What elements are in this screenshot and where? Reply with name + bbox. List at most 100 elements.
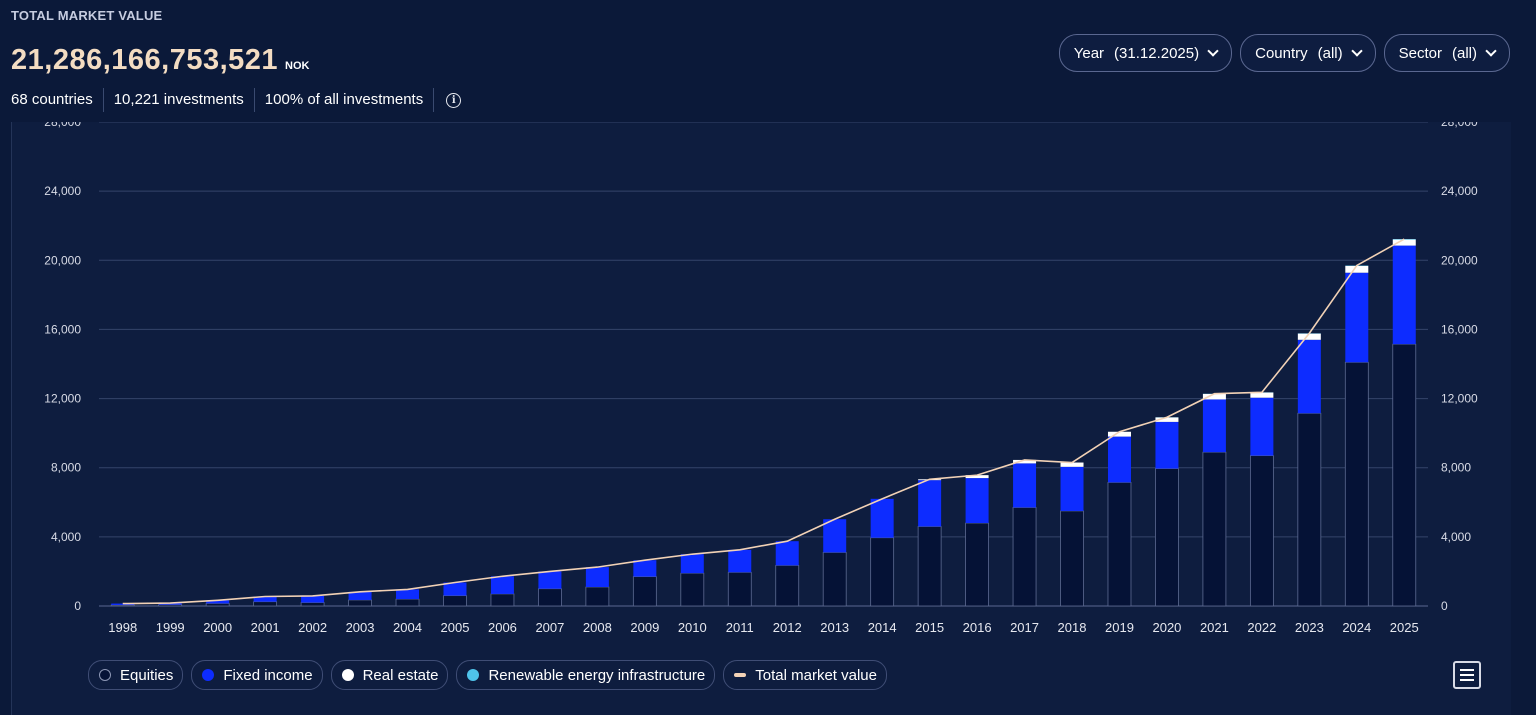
bar-equities (395, 598, 420, 607)
x-tick-label: 2021 (1200, 620, 1229, 635)
bar-real-estate (1202, 393, 1226, 400)
legend-item-renewable-energy[interactable]: Renewable energy infrastructure (456, 660, 716, 690)
year-filter-value: (31.12.2025) (1114, 44, 1200, 62)
y-tick-label-left: 24,000 (44, 184, 81, 198)
legend-swatch-equities (99, 669, 111, 681)
legend-item-real-estate[interactable]: Real estate (330, 660, 449, 690)
x-tick-label: 1998 (108, 620, 137, 635)
bar-equities (300, 602, 325, 607)
countries-count: 68 countries (11, 88, 104, 112)
y-tick-label-right: 0 (1441, 599, 1448, 613)
x-tick-label: 2001 (251, 620, 280, 635)
bar-fixed-income (490, 576, 514, 594)
x-tick-label: 2012 (773, 620, 802, 635)
bar-real-estate (1060, 462, 1084, 467)
summary-stats: 68 countries 10,221 investments 100% of … (11, 88, 462, 112)
bar-fixed-income (1060, 466, 1084, 511)
bar-fixed-income (443, 582, 467, 596)
chevron-down-icon (1350, 45, 1363, 57)
bar-equities (490, 593, 515, 607)
bar-real-estate (1013, 459, 1037, 464)
page-title: TOTAL MARKET VALUE (11, 8, 163, 23)
bar-equities (1107, 482, 1132, 607)
legend-label: Equities (120, 666, 174, 684)
x-tick-label: 2003 (346, 620, 375, 635)
legend-item-total-market-value[interactable]: Total market value (723, 660, 887, 690)
bar-equities (680, 572, 705, 607)
x-tick-label: 2015 (915, 620, 944, 635)
bar-equities (1344, 361, 1369, 607)
y-tick-label-left: 0 (74, 599, 81, 613)
y-tick-label-left: 4,000 (51, 530, 81, 544)
x-tick-label: 2020 (1152, 620, 1181, 635)
bar-equities (1202, 451, 1227, 607)
bar-equities (110, 604, 135, 607)
bar-equities (205, 603, 230, 607)
country-filter-dropdown[interactable]: Country (all) (1240, 34, 1376, 72)
sector-filter-label: Sector (1398, 44, 1442, 62)
bar-fixed-income (111, 603, 135, 605)
x-tick-label: 2008 (583, 620, 612, 635)
x-tick-label: 2004 (393, 620, 422, 635)
bar-fixed-income (1345, 272, 1369, 363)
bar-fixed-income (680, 554, 704, 574)
bar-fixed-income (823, 519, 847, 553)
legend-label: Fixed income (223, 666, 313, 684)
total-market-value: 21,286,166,753,521 NOK (11, 44, 309, 77)
x-tick-label: 2017 (1010, 620, 1039, 635)
x-tick-label: 2014 (868, 620, 897, 635)
bar-fixed-income (396, 589, 420, 600)
market-value-chart: 0 0 4,000 4,000 8,000 8,000 12,000 12,000 16,000… (11, 122, 1478, 715)
sector-filter-dropdown[interactable]: Sector (all) (1383, 34, 1510, 72)
bar-fixed-income (301, 595, 325, 603)
bar-equities (538, 588, 562, 607)
bar-equities (727, 571, 752, 607)
bar-equities (632, 576, 657, 607)
bar-equities (1012, 507, 1037, 607)
bar-equities (158, 604, 183, 607)
bar-equities (1297, 412, 1322, 607)
bar-fixed-income (1107, 436, 1131, 483)
legend-item-fixed-income[interactable]: Fixed income (191, 660, 323, 690)
legend-swatch-total-market-value (734, 673, 747, 677)
chevron-down-icon (1207, 45, 1219, 57)
legend-swatch-renewable-energy (467, 669, 480, 681)
x-tick-label: 2009 (630, 620, 659, 635)
bar-fixed-income (775, 541, 799, 566)
y-tick-label-right: 28,000 (1441, 122, 1478, 129)
bar-real-estate (1155, 417, 1179, 422)
legend-swatch-fixed-income (202, 669, 215, 681)
total-value: 21,286,166,753,521 (11, 44, 279, 76)
y-tick-label-left: 8,000 (51, 461, 81, 475)
bar-equities (1249, 455, 1274, 607)
info-icon[interactable]: i (446, 92, 462, 108)
bar-real-estate (1392, 239, 1416, 246)
bar-real-estate (1107, 431, 1131, 437)
x-tick-label: 2010 (678, 620, 707, 635)
country-filter-label: Country (1255, 44, 1308, 62)
hamburger-menu-icon[interactable] (1453, 661, 1481, 689)
bar-equities (870, 537, 895, 607)
bar-real-estate (965, 475, 989, 479)
bar-fixed-income (585, 567, 609, 587)
legend-label: Renewable energy infrastructure (488, 666, 706, 684)
x-tick-label: 2022 (1247, 620, 1276, 635)
bar-real-estate (1250, 392, 1274, 398)
x-tick-label: 2007 (535, 620, 564, 635)
total-market-value-line (122, 238, 1405, 605)
bar-equities (775, 564, 800, 607)
bar-equities (348, 599, 372, 607)
y-tick-label-left: 16,000 (44, 322, 81, 336)
bar-fixed-income (253, 596, 277, 602)
bar-fixed-income (728, 549, 752, 573)
x-tick-label: 2025 (1390, 620, 1419, 635)
bar-equities (1060, 510, 1084, 607)
x-tick-label: 2013 (820, 620, 849, 635)
bar-fixed-income (206, 600, 230, 604)
bar-fixed-income (870, 498, 894, 538)
x-tick-label: 1999 (156, 620, 185, 635)
y-tick-label-right: 4,000 (1441, 530, 1471, 544)
year-filter-dropdown[interactable]: Year (31.12.2025) (1058, 34, 1233, 72)
bar-equities (1155, 468, 1179, 607)
legend-item-equities[interactable]: Equities (88, 660, 184, 690)
